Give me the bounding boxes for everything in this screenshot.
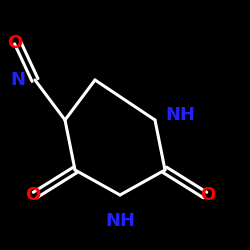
Text: O: O xyxy=(200,186,215,204)
Text: N: N xyxy=(10,71,25,89)
Text: O: O xyxy=(25,186,40,204)
Text: NH: NH xyxy=(165,106,195,124)
Text: O: O xyxy=(8,34,22,52)
Text: NH: NH xyxy=(105,212,135,230)
